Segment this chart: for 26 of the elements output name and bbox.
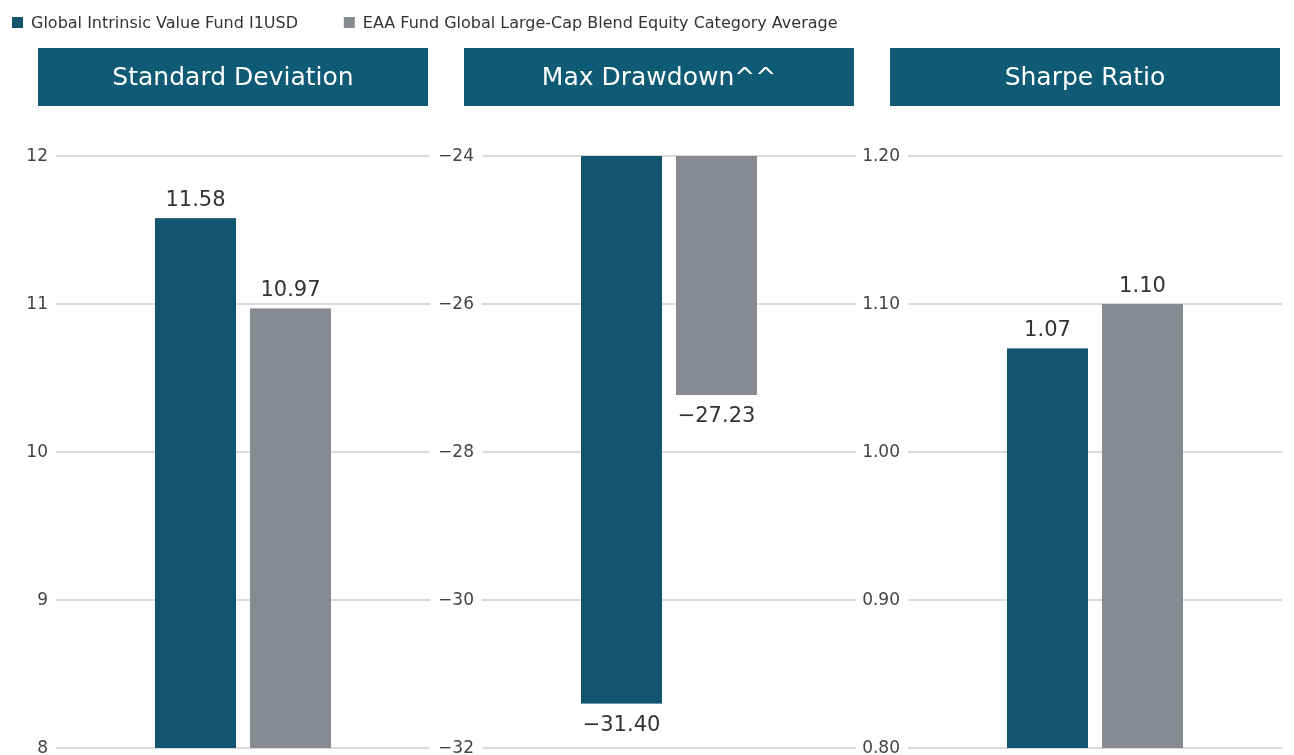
y-tick-label: 0.90 — [862, 589, 900, 609]
data-label: 1.10 — [1119, 273, 1166, 297]
data-label: 1.07 — [1024, 317, 1071, 342]
y-tick-label: 11 — [26, 293, 48, 313]
y-tick-label: 0.80 — [862, 737, 900, 755]
y-tick-label: 10 — [26, 441, 48, 461]
data-label: −27.23 — [677, 403, 756, 428]
y-tick-label: −30 — [438, 589, 474, 609]
legend-label: Global Intrinsic Value Fund I1USD — [31, 12, 299, 32]
data-label: 10.97 — [260, 277, 321, 302]
legend-label: EAA Fund Global Large-Cap Blend Equity Category Average — [362, 12, 838, 32]
y-tick-label: 12 — [26, 145, 48, 165]
y-tick-label: 1.10 — [862, 293, 900, 313]
y-tick-label: 8 — [37, 737, 48, 755]
y-tick-label: 1.20 — [862, 145, 900, 165]
chart-title: Sharpe Ratio — [1004, 62, 1166, 91]
data-label: 11.58 — [165, 187, 226, 212]
chart-title: Standard Deviation — [112, 62, 354, 91]
y-tick-label: 9 — [37, 589, 48, 609]
y-tick-label: −28 — [438, 441, 474, 461]
y-tick-label: 1.00 — [862, 441, 900, 461]
y-tick-label: −26 — [438, 293, 474, 313]
y-tick-label: −32 — [438, 737, 474, 755]
chart-title: Max Drawdown^^ — [541, 62, 777, 91]
y-tick-label: −24 — [438, 145, 474, 165]
data-label: −31.40 — [582, 711, 661, 736]
